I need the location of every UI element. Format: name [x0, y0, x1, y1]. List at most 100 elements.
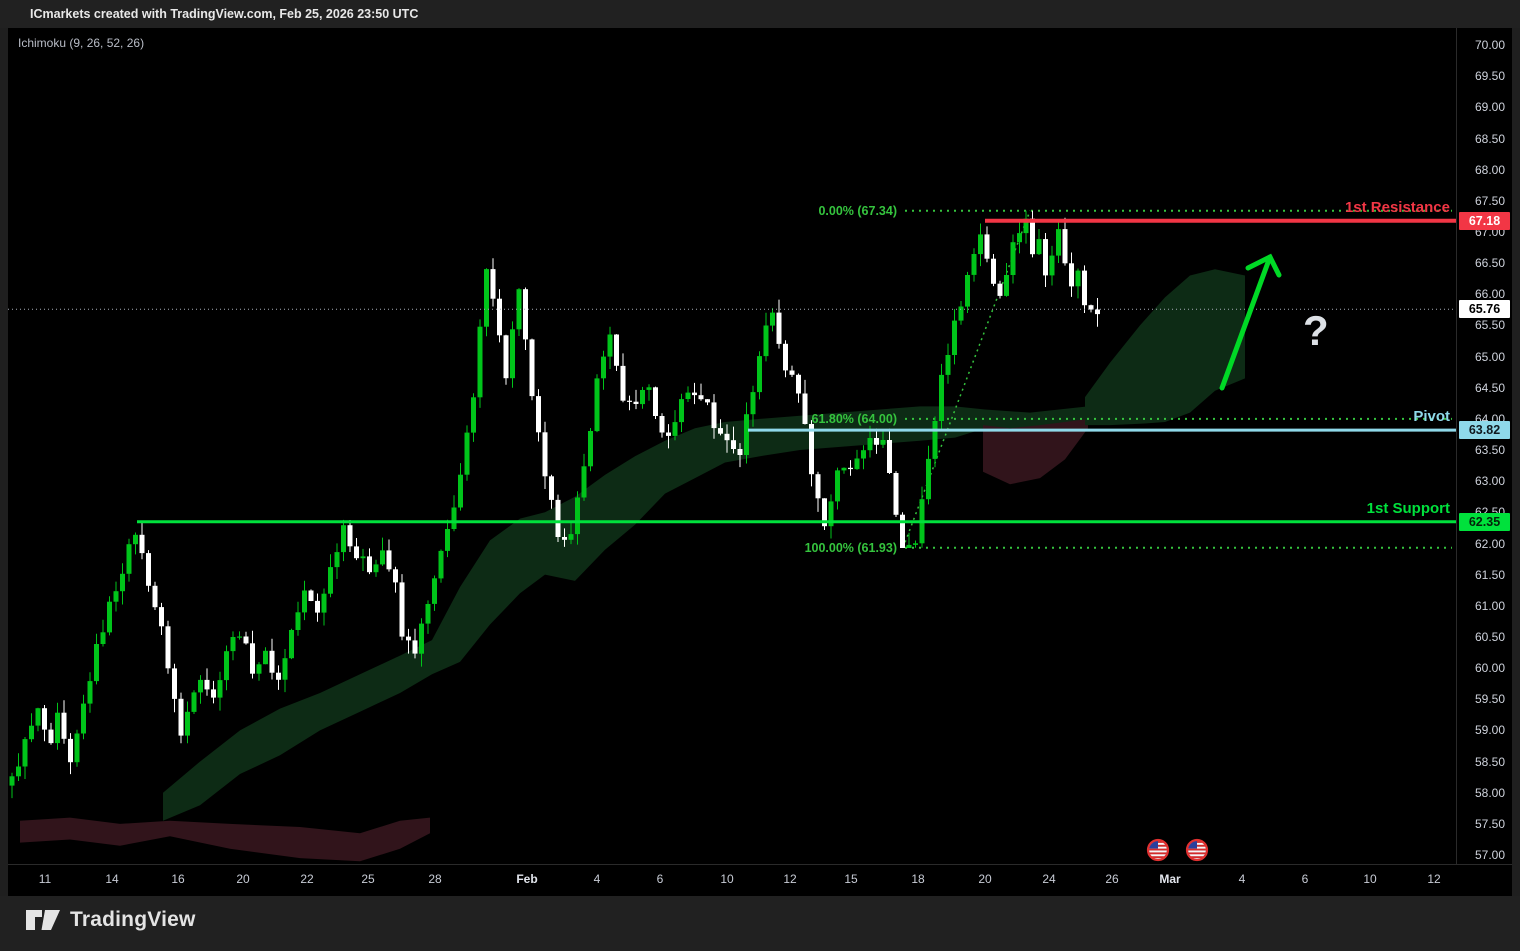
candle-body	[880, 440, 886, 445]
candle-body	[458, 474, 463, 508]
ichimoku-cloud-green	[1085, 269, 1245, 426]
date-tick: 18	[911, 872, 925, 886]
pivot-price-badge: 63.82	[1459, 421, 1510, 440]
date-tick: 6	[656, 872, 664, 886]
price-tick: 57.50	[1474, 816, 1505, 831]
candle-body	[997, 283, 1003, 296]
candle-body	[698, 395, 704, 400]
price-tick: 59.50	[1474, 692, 1505, 707]
date-tick: 24	[1042, 872, 1056, 886]
candle-body	[406, 636, 411, 641]
candle-body	[737, 449, 743, 455]
us-flag-event-icon[interactable]	[1185, 838, 1209, 862]
price-tick: 63.00	[1474, 474, 1505, 489]
candle-body	[1088, 305, 1094, 310]
candle-body	[256, 664, 262, 674]
candle-body	[809, 424, 814, 475]
price-tick: 58.50	[1474, 754, 1505, 769]
candle-body	[250, 643, 255, 674]
chart-canvas[interactable]	[0, 28, 1456, 864]
price-tick: 60.00	[1474, 661, 1505, 676]
candle-body	[640, 390, 645, 405]
candle-body	[692, 392, 697, 396]
candle-body	[1049, 255, 1055, 276]
candle-body	[159, 607, 164, 627]
price-tick: 59.00	[1474, 723, 1505, 738]
candle-body	[1004, 275, 1009, 296]
ichimoku-cloud-green	[432, 406, 1088, 675]
price-tick: 57.00	[1474, 848, 1505, 862]
candle-body	[776, 312, 782, 344]
candle-body	[451, 507, 457, 529]
candle-body	[750, 392, 756, 415]
candle-body	[1069, 263, 1074, 287]
date-tick: 20	[978, 872, 992, 886]
candle-body	[347, 525, 353, 547]
candle-body	[679, 399, 684, 423]
candle-body	[334, 552, 340, 568]
price-tick: 61.00	[1474, 598, 1505, 613]
candle-body	[783, 343, 788, 371]
candle-body	[354, 546, 359, 559]
candle-body	[497, 298, 502, 336]
candle-body	[536, 396, 541, 433]
candle-body	[958, 306, 964, 321]
candle-body	[822, 498, 827, 527]
price-tick: 60.50	[1474, 629, 1505, 644]
candle-body	[861, 450, 866, 459]
price-tick: 69.50	[1474, 69, 1505, 84]
watermark-title: ICmarkets created with TradingView.com, …	[30, 7, 419, 21]
candle-body	[627, 400, 632, 402]
candle-body	[614, 334, 619, 366]
price-axis[interactable]: 70.00 69.50 69.00 68.50 68.00 67.50 67.00 66.50…	[1456, 28, 1512, 864]
candle-body	[1010, 242, 1016, 275]
candle-body	[757, 356, 762, 393]
candle-body	[841, 467, 847, 471]
candle-body	[295, 612, 301, 630]
candle-body	[22, 739, 28, 767]
candle-body	[1030, 218, 1035, 255]
candle-body	[308, 590, 314, 601]
candle-body	[61, 712, 67, 739]
candle-body	[152, 585, 158, 608]
candle-body	[282, 658, 288, 680]
candle-body	[906, 544, 912, 548]
candle-body	[568, 534, 574, 540]
candle-body	[328, 567, 333, 594]
ichimoku-cloud-red	[983, 418, 1088, 485]
candle-body	[120, 573, 125, 592]
candle-body	[796, 374, 801, 394]
candle-body	[1017, 233, 1022, 243]
candle-body	[575, 497, 580, 535]
candle-body	[438, 550, 444, 579]
candle-body	[113, 591, 119, 602]
candle-body	[835, 470, 840, 502]
candle-body	[1062, 229, 1068, 264]
up-arrow-head	[1245, 253, 1282, 278]
date-tick: 12	[783, 872, 797, 886]
date-tick: 28	[428, 872, 442, 886]
date-tick: 16	[171, 872, 185, 886]
tradingview-logo[interactable]: TradingView	[25, 908, 196, 932]
price-tick: 61.50	[1474, 567, 1505, 582]
date-tick: 4	[593, 872, 601, 886]
candle-body	[646, 387, 652, 390]
candle-body	[48, 729, 54, 744]
candle-body	[126, 544, 132, 574]
candle-body	[770, 312, 775, 326]
us-flag-event-icon[interactable]	[1146, 838, 1170, 862]
fib-trendline[interactable]	[902, 210, 1031, 549]
candle-body	[945, 355, 951, 375]
candle-body	[432, 578, 437, 604]
candle-body	[29, 725, 34, 740]
up-arrow-annotation[interactable]	[1219, 254, 1273, 391]
candle-body	[874, 438, 879, 445]
candle-body	[1075, 270, 1081, 287]
candle-body	[594, 378, 600, 432]
time-axis[interactable]: 11 14 16 20 22 25 28 Feb 4 6 10 12 15 18 20 24 26 Mar 4 6 10…	[0, 864, 1512, 896]
candle-body	[789, 370, 795, 375]
chart-area[interactable]: Ichimoku (9, 26, 52, 26) ? 0.00% (67.34)…	[0, 28, 1456, 864]
price-tick: 69.00	[1474, 100, 1505, 115]
candle-body	[867, 438, 873, 451]
date-tick: 6	[1301, 872, 1309, 886]
